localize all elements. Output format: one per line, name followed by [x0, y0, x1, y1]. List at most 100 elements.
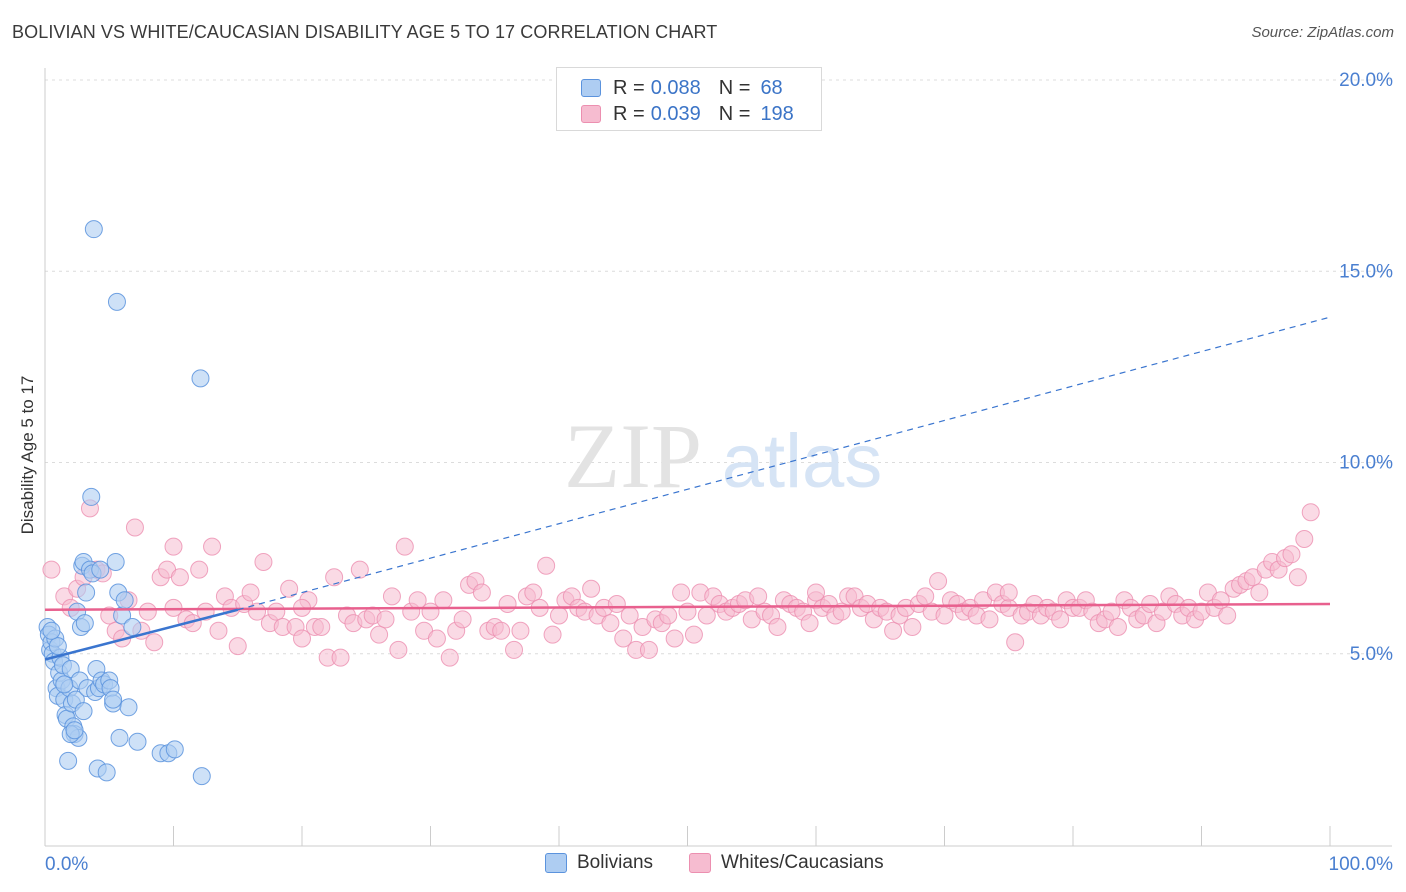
bolivian-point — [104, 690, 123, 709]
bolivian-point — [119, 698, 138, 717]
bolivian-point — [106, 552, 125, 571]
white-point — [395, 537, 414, 556]
white-point — [749, 587, 768, 606]
white-point — [498, 595, 517, 614]
source-label: Source: ZipAtlas.com — [1251, 24, 1394, 41]
white-point — [164, 537, 183, 556]
white-point — [312, 617, 331, 636]
white-point — [929, 572, 948, 591]
trend-lines — [44, 316, 1331, 661]
white-point — [1006, 633, 1025, 652]
white-point — [248, 602, 267, 621]
white-point — [1218, 606, 1237, 625]
white-point — [524, 583, 543, 602]
legend-row-bolivians: R = 0.088 N = 68 — [581, 76, 783, 100]
white-point — [241, 583, 260, 602]
white-point — [980, 610, 999, 629]
white-point — [935, 606, 954, 625]
white-point — [440, 648, 459, 667]
white-point — [1108, 617, 1127, 636]
legend-swatch-pink — [581, 105, 601, 123]
axes — [44, 68, 1392, 847]
chart-title: BOLIVIAN VS WHITE/CAUCASIAN DISABILITY A… — [12, 22, 718, 42]
bolivian-point — [107, 292, 126, 311]
white-point — [1295, 530, 1314, 548]
white-point — [1288, 568, 1307, 587]
series-swatch-blue — [545, 853, 567, 873]
white-point — [376, 610, 395, 629]
white-point — [325, 568, 344, 587]
series-legend: Bolivians Whites/Caucasians — [0, 852, 1406, 876]
watermark: ZIP atlas — [564, 405, 882, 507]
white-point — [42, 560, 61, 579]
legend-r-label: R = — [613, 102, 645, 125]
white-point — [280, 579, 299, 598]
white-point — [884, 621, 903, 640]
legend-swatch-blue — [581, 79, 601, 97]
white-point — [511, 621, 530, 640]
white-point — [672, 583, 691, 602]
bolivian-point — [192, 767, 211, 786]
white-point — [614, 629, 633, 648]
white-point — [370, 625, 389, 644]
white-point — [267, 602, 286, 621]
bolivians-trend-line — [44, 608, 239, 661]
bolivian-point — [48, 637, 67, 656]
white-point — [125, 518, 144, 537]
white-point — [582, 579, 601, 598]
bolivian-point — [77, 583, 96, 602]
legend-n-value: 198 — [760, 102, 794, 125]
white-point — [138, 602, 157, 621]
white-point — [145, 633, 164, 652]
white-point — [472, 583, 491, 602]
white-point — [434, 591, 453, 610]
white-point — [807, 583, 825, 602]
series-label-whites: Whites/Caucasians — [721, 852, 884, 873]
white-point — [170, 568, 189, 587]
legend-n-label: N = — [718, 102, 751, 125]
bolivian-point — [65, 721, 84, 740]
white-point — [550, 606, 568, 625]
bolivian-point — [75, 614, 94, 633]
bolivian-point — [74, 702, 93, 721]
white-point — [684, 625, 703, 644]
bolivian-point — [84, 220, 103, 239]
white-point — [382, 587, 401, 606]
white-point — [659, 606, 678, 625]
white-point — [427, 629, 446, 648]
white-point — [1301, 503, 1320, 522]
y-tick-label: 5.0% — [1350, 644, 1393, 665]
bolivian-point — [55, 675, 74, 694]
white-point — [800, 614, 819, 633]
bolivians-trend-extension — [237, 316, 1331, 611]
correlation-legend: R = 0.088 N = 68 R = 0.039 N = 198 — [556, 67, 822, 131]
watermark-atlas: atlas — [722, 419, 883, 504]
white-point — [331, 648, 350, 667]
y-tick-labels: 5.0% 10.0% 15.0% 20.0% — [1339, 70, 1393, 665]
bolivian-point — [82, 487, 101, 506]
white-point — [389, 640, 408, 659]
white-point — [639, 640, 658, 659]
watermark-zip: ZIP — [564, 405, 702, 507]
whites-trend-line — [44, 602, 1331, 612]
y-tick-label: 20.0% — [1339, 70, 1393, 91]
white-point — [665, 629, 684, 648]
x-tick-label-min: 0.0% — [45, 854, 88, 875]
bolivian-point — [165, 740, 184, 759]
white-point — [350, 560, 369, 579]
bolivian-point — [97, 763, 116, 782]
white-point — [453, 610, 472, 629]
whites-caucasians-points — [42, 499, 1320, 667]
series-swatch-pink — [689, 853, 711, 873]
white-point — [209, 621, 228, 640]
bolivian-point — [115, 591, 134, 610]
white-point — [505, 640, 524, 659]
white-point — [903, 617, 922, 636]
x-tick-labels: 0.0% 100.0% — [45, 854, 1393, 875]
white-point — [1051, 610, 1070, 629]
white-point — [1282, 545, 1301, 564]
white-point — [768, 617, 787, 636]
legend-row-whites: R = 0.039 N = 198 — [581, 102, 794, 126]
white-point — [999, 583, 1018, 602]
